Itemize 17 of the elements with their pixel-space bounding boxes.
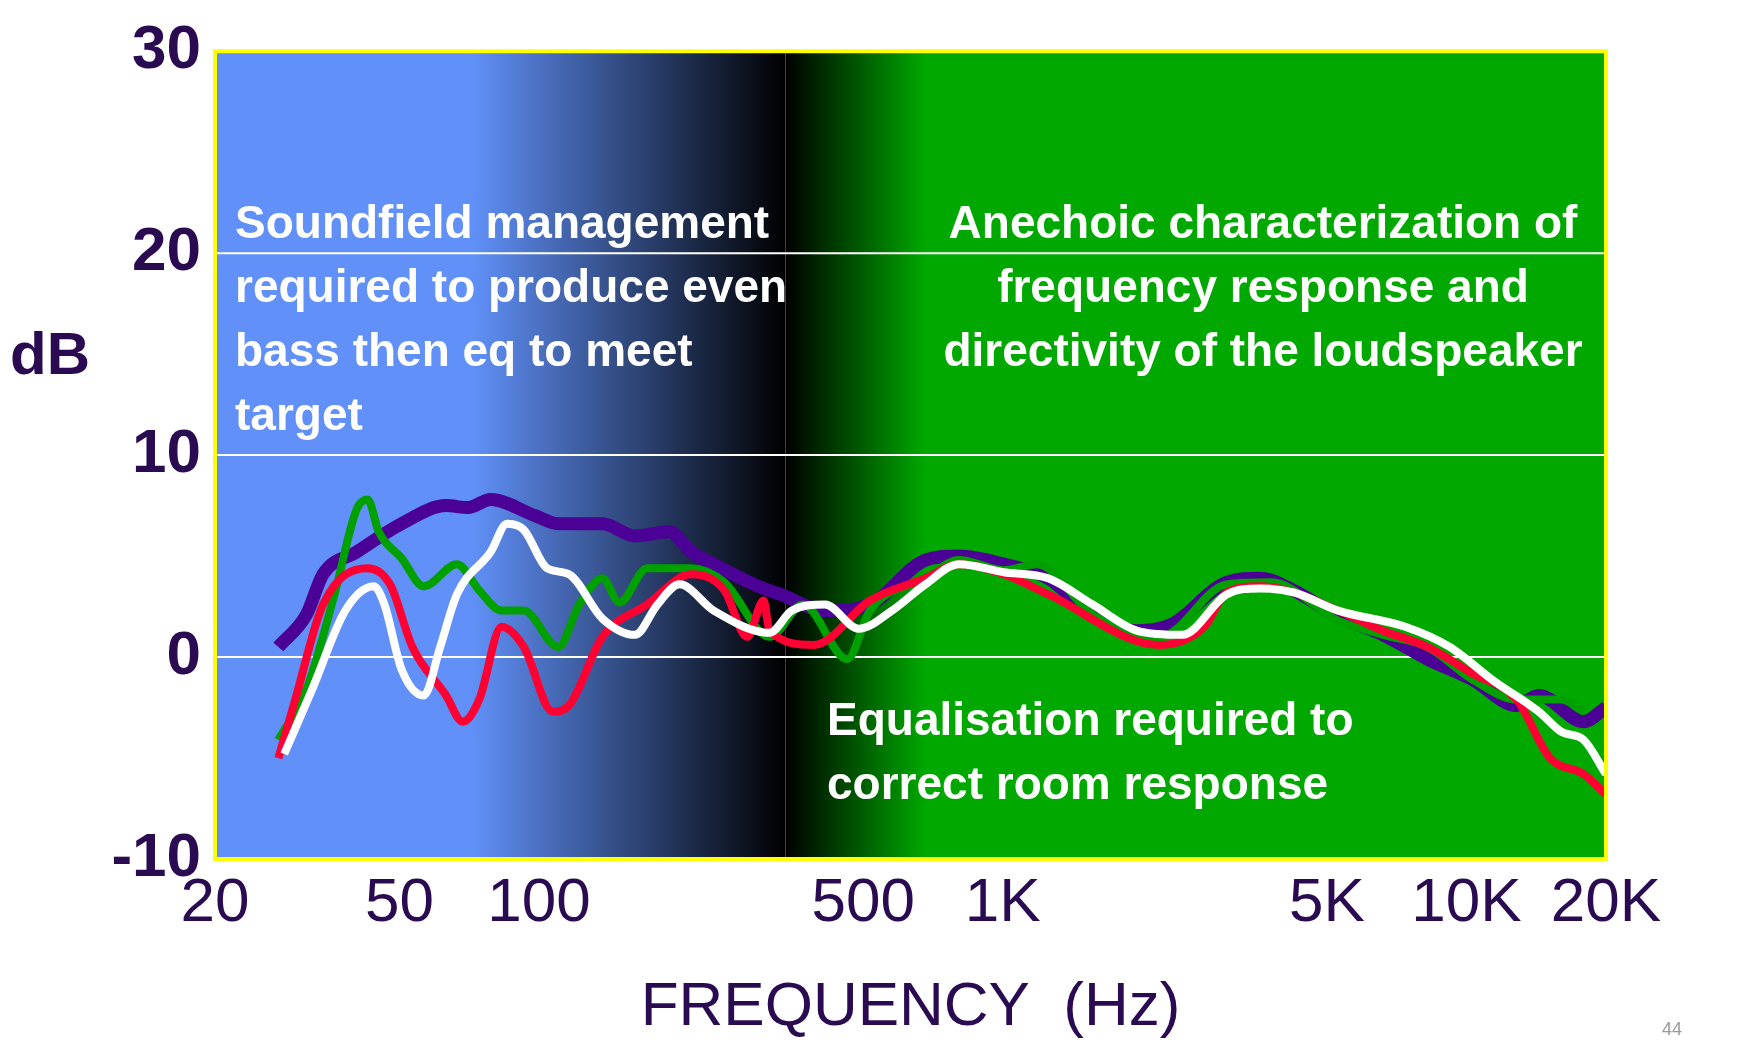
band-label: Anechoic characterization of frequency response and directivity of the loudspeaker: [943, 195, 1583, 376]
x-tick-label: 20K: [1550, 865, 1662, 935]
x-tick-label: 1K: [964, 865, 1041, 935]
y-tick-label: 30: [132, 12, 201, 82]
x-axis-title: FREQUENCY (Hz): [640, 968, 1181, 1038]
text: 44: [1661, 1018, 1683, 1039]
y-axis-title: dB: [10, 319, 90, 387]
band-label: Soundfield management required to produce even bass then eq to meet target: [235, 195, 788, 440]
annotation: Equalisation required to correct room response: [827, 692, 1354, 809]
x-tick-label: 50: [365, 865, 434, 935]
y-tick-label: 20: [132, 214, 201, 284]
x-tick-label: 10K: [1411, 865, 1522, 935]
x-tick-label: 100: [487, 865, 591, 935]
x-tick-label: 500: [811, 865, 915, 935]
y-tick-label: 10: [132, 416, 201, 486]
x-tick-label: 5K: [1288, 865, 1365, 935]
y-tick-label: 0: [166, 618, 201, 688]
